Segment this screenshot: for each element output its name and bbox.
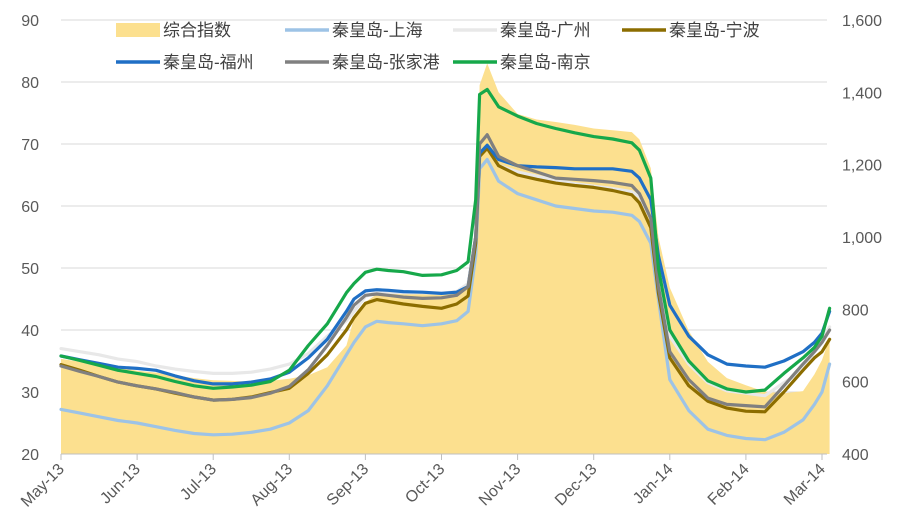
area-series-0 — [61, 63, 830, 455]
x-tick-label: Mar-14 — [781, 461, 829, 509]
y2-tick-label: 1,200 — [842, 158, 882, 175]
y2-tick-label: 600 — [842, 375, 869, 392]
line-series-5 — [59, 133, 832, 409]
y2-tick-label: 1,600 — [842, 13, 882, 30]
y2-tick-label: 400 — [842, 447, 869, 464]
y-tick-label: 20 — [21, 447, 39, 464]
x-tick-label: Dec-13 — [552, 461, 601, 510]
x-tick-label: Aug-13 — [248, 461, 297, 510]
x-tick-label: Oct-13 — [402, 461, 448, 507]
legend-label: 秦皇岛-上海 — [332, 21, 423, 40]
x-tick-label: May-13 — [18, 461, 68, 511]
line-series-layer — [59, 87, 832, 442]
x-tick-label: Jul-13 — [177, 461, 220, 504]
area-series-layer — [61, 63, 830, 455]
y-tick-label: 30 — [21, 385, 39, 402]
legend-label: 秦皇岛-张家港 — [332, 53, 440, 72]
x-tick-label: Feb-14 — [705, 461, 753, 509]
y-tick-label: 90 — [21, 13, 39, 30]
x-tick-label: Sep-13 — [324, 461, 373, 510]
y-tick-label: 50 — [21, 261, 39, 278]
y-tick-label: 40 — [21, 323, 39, 340]
y-tick-label: 80 — [21, 75, 39, 92]
x-tick-label: Nov-13 — [476, 461, 525, 510]
y2-tick-label: 1,000 — [842, 230, 882, 247]
legend-label: 秦皇岛-南京 — [500, 53, 591, 72]
legend-label: 综合指数 — [163, 21, 231, 40]
y-tick-label: 70 — [21, 137, 39, 154]
legend-label: 秦皇岛-广州 — [500, 21, 591, 40]
legend-label: 秦皇岛-宁波 — [669, 21, 760, 40]
legend-swatch — [116, 23, 160, 37]
x-tick-label: Jun-13 — [97, 461, 144, 508]
line-series-1 — [59, 157, 832, 442]
legend-label: 秦皇岛-福州 — [163, 53, 254, 72]
y2-tick-label: 1,400 — [842, 85, 882, 102]
y-tick-label: 60 — [21, 199, 39, 216]
y2-tick-label: 800 — [842, 302, 869, 319]
line-series-6 — [59, 87, 832, 394]
x-tick-label: Jan-14 — [630, 461, 677, 508]
